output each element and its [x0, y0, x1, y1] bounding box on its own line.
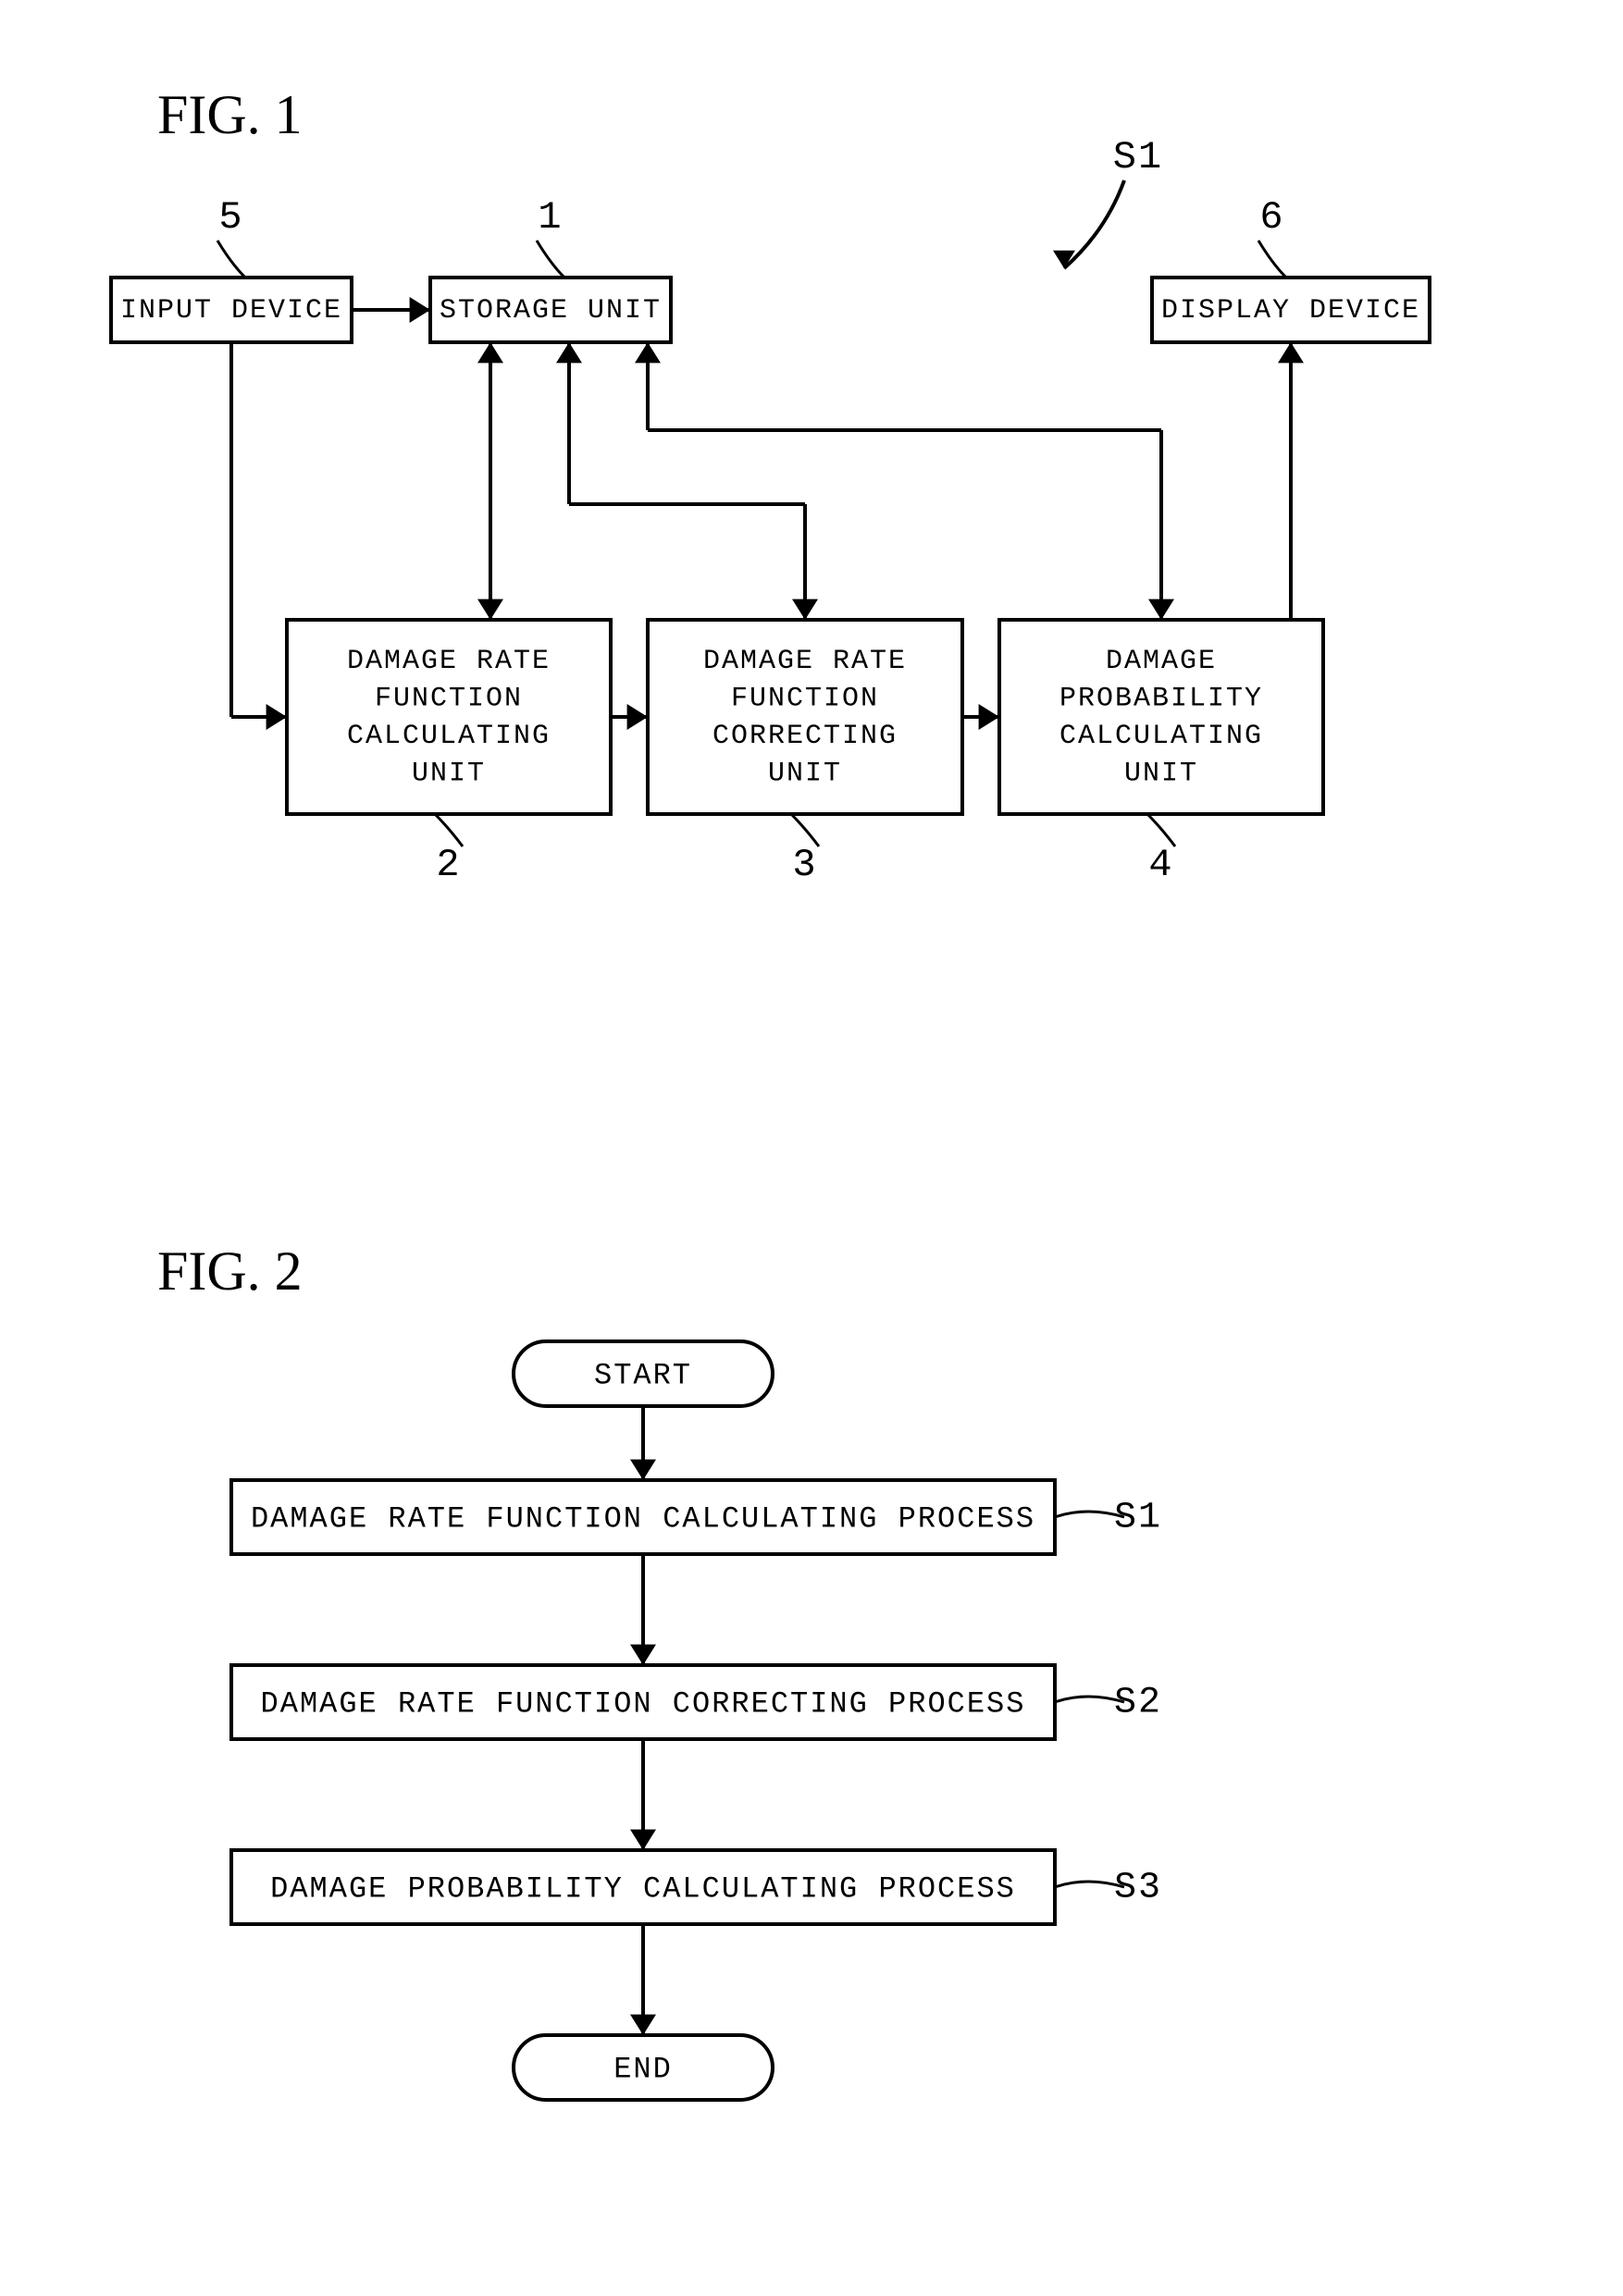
- svg-text:DAMAGE: DAMAGE: [1106, 646, 1217, 677]
- box: DISPLAY DEVICE: [1152, 278, 1430, 342]
- svg-text:UNIT: UNIT: [1124, 759, 1198, 790]
- fig2-title: FIG. 2: [157, 1241, 303, 1302]
- svg-text:UNIT: UNIT: [768, 759, 842, 790]
- svg-text:END: END: [613, 2052, 673, 2086]
- svg-text:DAMAGE RATE FUNCTION CORRECTIN: DAMAGE RATE FUNCTION CORRECTING PROCESS: [261, 1686, 1026, 1721]
- svg-text:FUNCTION: FUNCTION: [375, 684, 523, 715]
- svg-text:DISPLAY DEVICE: DISPLAY DEVICE: [1161, 295, 1420, 327]
- svg-text:6: 6: [1259, 195, 1284, 240]
- svg-text:FUNCTION: FUNCTION: [731, 684, 879, 715]
- svg-text:DAMAGE RATE: DAMAGE RATE: [347, 646, 551, 677]
- svg-text:CORRECTING: CORRECTING: [712, 721, 898, 752]
- svg-text:4: 4: [1148, 843, 1173, 887]
- svg-text:2: 2: [436, 843, 461, 887]
- svg-text:DAMAGE PROBABILITY CALCULATING: DAMAGE PROBABILITY CALCULATING PROCESS: [270, 1871, 1016, 1906]
- box: INPUT DEVICE: [111, 278, 352, 342]
- box: STORAGE UNIT: [430, 278, 671, 342]
- box: DAMAGE RATE FUNCTION CORRECTING UNIT: [648, 620, 962, 814]
- svg-text:5: 5: [218, 195, 243, 240]
- svg-text:STORAGE UNIT: STORAGE UNIT: [440, 295, 662, 327]
- svg-text:S1: S1: [1113, 135, 1163, 179]
- svg-text:INPUT DEVICE: INPUT DEVICE: [120, 295, 342, 327]
- svg-text:CALCULATING: CALCULATING: [347, 721, 551, 752]
- box: DAMAGE PROBABILITY CALCULATING UNIT: [999, 620, 1323, 814]
- svg-text:DAMAGE RATE: DAMAGE RATE: [703, 646, 907, 677]
- svg-text:UNIT: UNIT: [412, 759, 486, 790]
- svg-text:S1: S1: [1114, 1498, 1162, 1539]
- svg-text:S2: S2: [1114, 1683, 1162, 1724]
- box: DAMAGE RATE FUNCTION CALCULATING UNIT: [287, 620, 611, 814]
- svg-text:PROBABILITY: PROBABILITY: [1059, 684, 1263, 715]
- fig1-title: FIG. 1: [157, 84, 303, 145]
- svg-text:1: 1: [538, 195, 563, 240]
- svg-text:3: 3: [792, 843, 817, 887]
- svg-text:DAMAGE RATE FUNCTION CALCULATI: DAMAGE RATE FUNCTION CALCULATING PROCESS: [251, 1501, 1035, 1536]
- svg-text:CALCULATING: CALCULATING: [1059, 721, 1263, 752]
- svg-text:START: START: [594, 1358, 692, 1392]
- svg-text:S3: S3: [1114, 1868, 1162, 1909]
